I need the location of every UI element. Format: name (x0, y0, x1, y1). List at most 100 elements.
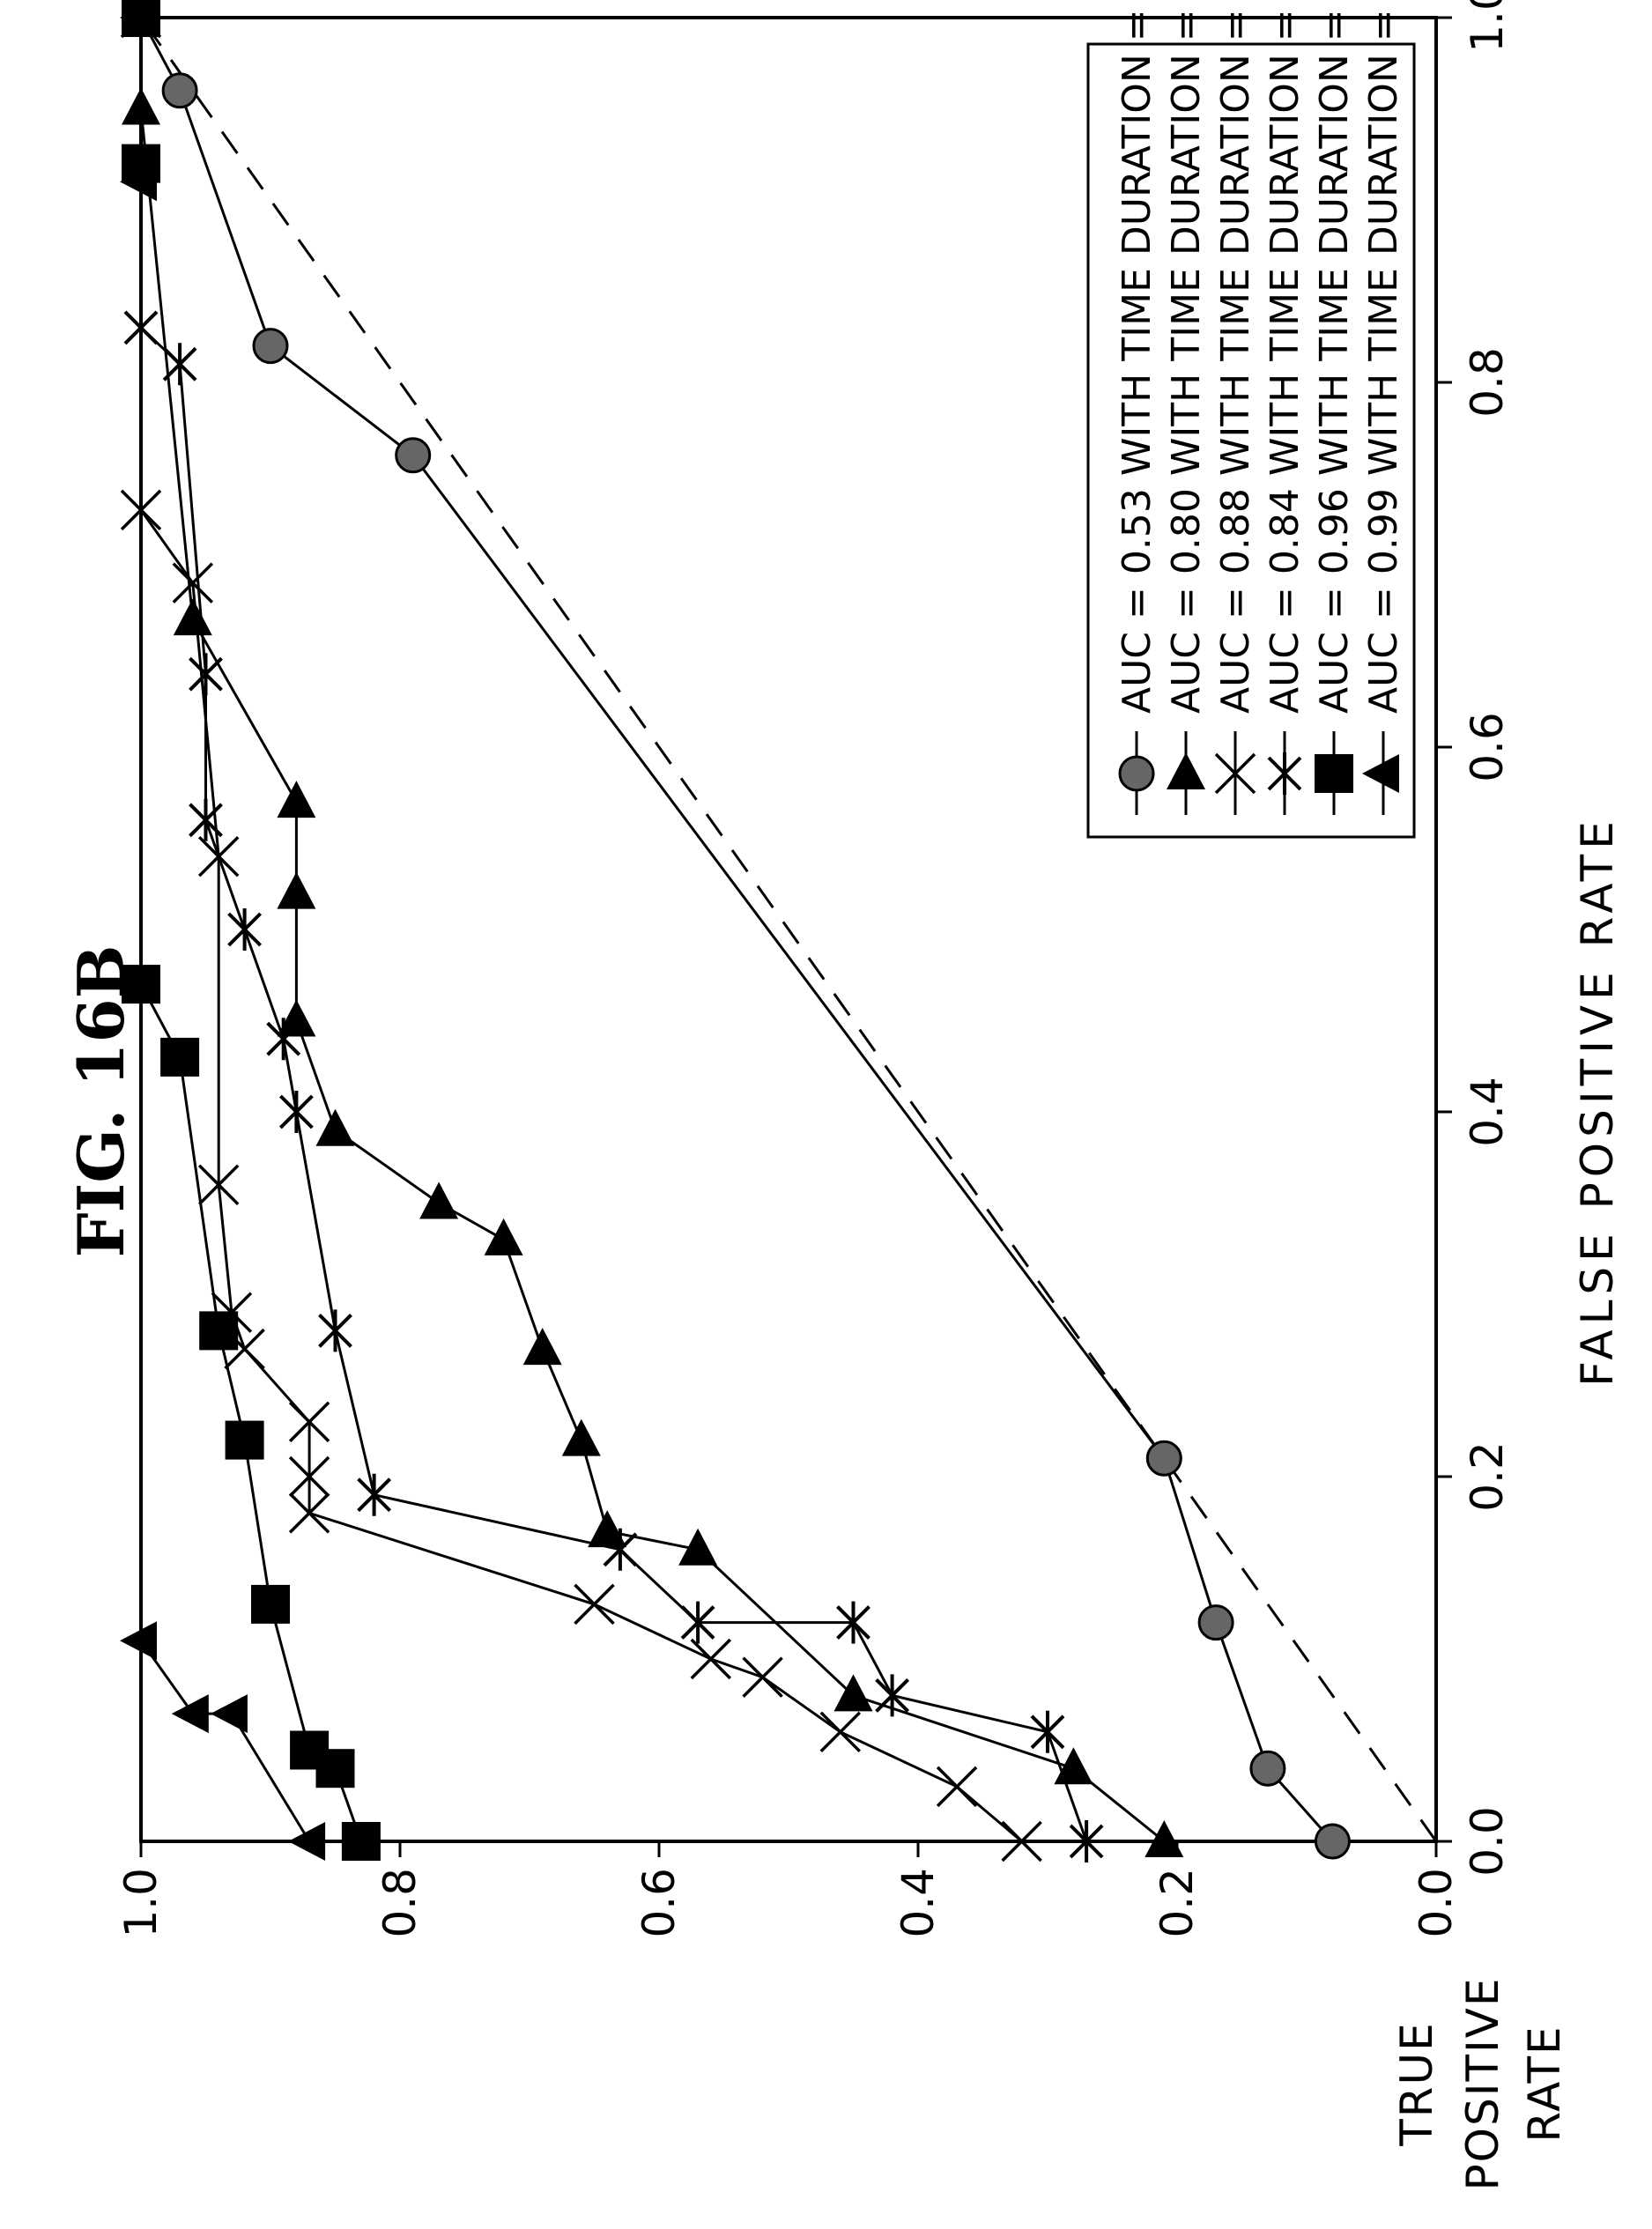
data-point-asterisk (189, 653, 223, 696)
data-point-triangle-up (288, 1822, 326, 1861)
data-point-asterisk (680, 1601, 715, 1644)
legend-label: AUC = 0.53 WITH TIME DURATION = 1.000000… (1115, 0, 1159, 714)
data-point-x (742, 1656, 783, 1698)
data-point-triangle-right (678, 1528, 718, 1566)
y-tick-label: 1.0 (115, 1868, 167, 1938)
legend-box (1086, 42, 1416, 839)
legend-label: AUC = 0.84 WITH TIME DURATION = 6.400000… (1263, 0, 1308, 714)
data-point-triangle-right (588, 1510, 627, 1548)
data-point-circle (1145, 1440, 1182, 1477)
series-layer (120, 0, 1351, 1862)
data-point-triangle-right (561, 1418, 601, 1456)
legend-item: AUC = 0.80 WITH TIME DURATION = 2.800000… (1164, 0, 1209, 815)
y-axis-label-line-1: TRUE (1391, 2021, 1442, 2146)
series-asterisk (123, 0, 1104, 1862)
x-tick-label: 0.6 (1462, 712, 1513, 782)
legend-label: AUC = 0.96 WITH TIME DURATION = 8.200000… (1312, 0, 1357, 714)
data-point-asterisk (227, 908, 263, 951)
data-point-asterisk (1030, 1710, 1065, 1753)
series-square (122, 0, 381, 1861)
x-tick-label: 0.4 (1462, 1077, 1513, 1147)
data-point-asterisk (1069, 1820, 1104, 1862)
legend-item: AUC = 0.99 WITH TIME DURATION = 1.000000… (1361, 0, 1406, 815)
data-point-square (251, 1584, 290, 1624)
legend-marker-triangle-up (1362, 754, 1399, 793)
data-point-x (172, 562, 214, 604)
legend-marker-asterisk (1267, 752, 1302, 795)
data-point-triangle-right (315, 1108, 355, 1146)
series-line (139, 18, 1023, 1843)
data-point-x (574, 1583, 615, 1625)
legend-label: AUC = 0.99 WITH TIME DURATION = 1.000000… (1361, 0, 1406, 714)
data-point-x (690, 1638, 732, 1680)
legend-items: AUC = 0.53 WITH TIME DURATION = 1.000000… (1115, 0, 1406, 815)
y-axis-ticks: 0.0 0.2 0.4 0.6 0.8 1.0 (115, 1841, 1462, 1938)
legend-marker-square (1315, 754, 1353, 793)
data-point-triangle-right (277, 871, 316, 909)
data-point-asterisk (278, 1091, 314, 1133)
data-point-square (225, 1420, 264, 1460)
data-point-triangle-up (120, 1621, 157, 1661)
y-axis-label-line-2: POSITIVE (1457, 1976, 1508, 2190)
data-point-triangle-right (277, 999, 316, 1037)
series-line (139, 18, 311, 1842)
data-point-triangle-right (522, 1328, 562, 1366)
legend-marker-x (1214, 752, 1256, 795)
data-point-triangle-up (120, 0, 157, 37)
data-point-triangle-right (277, 781, 316, 818)
y-tick-label: 0.4 (893, 1868, 944, 1938)
data-point-asterisk (603, 1528, 638, 1571)
reference-diagonal-line (139, 17, 1438, 1842)
data-point-asterisk (357, 1473, 392, 1516)
data-point-x (288, 1455, 330, 1498)
data-point-triangle-right (484, 1218, 523, 1255)
data-point-triangle-up (120, 162, 157, 202)
legend: AUC = 0.53 WITH TIME DURATION = 1.000000… (1086, 0, 1416, 839)
data-point-triangle-right (833, 1674, 873, 1712)
legend-label: AUC = 0.80 WITH TIME DURATION = 2.800000… (1164, 0, 1209, 714)
legend-label: AUC = 0.88 WITH TIME DURATION = 4.600000… (1213, 0, 1258, 714)
x-tick-label: 0.2 (1462, 1441, 1513, 1512)
data-point-x (1001, 1820, 1042, 1862)
legend-marker-triangle-right (1167, 752, 1205, 789)
x-tick-label: 0.8 (1462, 347, 1513, 418)
data-point-triangle-right (1145, 1820, 1184, 1857)
data-point-triangle-right (173, 598, 212, 636)
data-point-square (341, 1822, 381, 1861)
data-point-x (819, 1711, 862, 1753)
series-line (139, 18, 1088, 1842)
legend-item: AUC = 0.84 WITH TIME DURATION = 6.400000… (1263, 0, 1308, 815)
legend-item: AUC = 0.96 WITH TIME DURATION = 8.200000… (1312, 0, 1357, 815)
series-line (139, 17, 1334, 1842)
series-x (120, 0, 1042, 1862)
data-point-triangle-up (210, 1694, 248, 1734)
data-point-square (160, 1037, 200, 1077)
legend-marker-circle (1118, 755, 1155, 792)
y-tick-label: 0.0 (1411, 1868, 1462, 1938)
data-point-circle (161, 72, 198, 109)
series-line (139, 18, 1166, 1843)
data-point-circle (1197, 1604, 1234, 1641)
data-point-circle (395, 437, 432, 474)
data-point-asterisk (875, 1674, 910, 1717)
data-point-x (936, 1766, 978, 1808)
data-point-asterisk (318, 1309, 352, 1352)
legend-item: AUC = 0.53 WITH TIME DURATION = 1.000000… (1115, 0, 1159, 815)
legend-item: AUC = 0.88 WITH TIME DURATION = 4.600000… (1213, 0, 1258, 815)
x-axis-label: FALSE POSITIVE RATE (1572, 816, 1623, 1387)
x-tick-label: 1.0 (1462, 0, 1513, 53)
y-axis-label-line-3: RATE (1519, 2025, 1570, 2142)
y-tick-label: 0.8 (374, 1868, 426, 1938)
data-point-triangle-up (171, 1694, 209, 1734)
data-point-square (290, 1730, 330, 1770)
x-axis-ticks: 0.0 0.2 0.4 0.6 0.8 1.0 (1436, 0, 1513, 1877)
data-point-x (288, 1401, 330, 1443)
data-point-square (199, 1311, 239, 1351)
series-triangle-up (120, 0, 326, 1861)
data-point-x (197, 1164, 240, 1206)
data-point-circle (1249, 1750, 1286, 1787)
data-point-asterisk (266, 1018, 301, 1061)
